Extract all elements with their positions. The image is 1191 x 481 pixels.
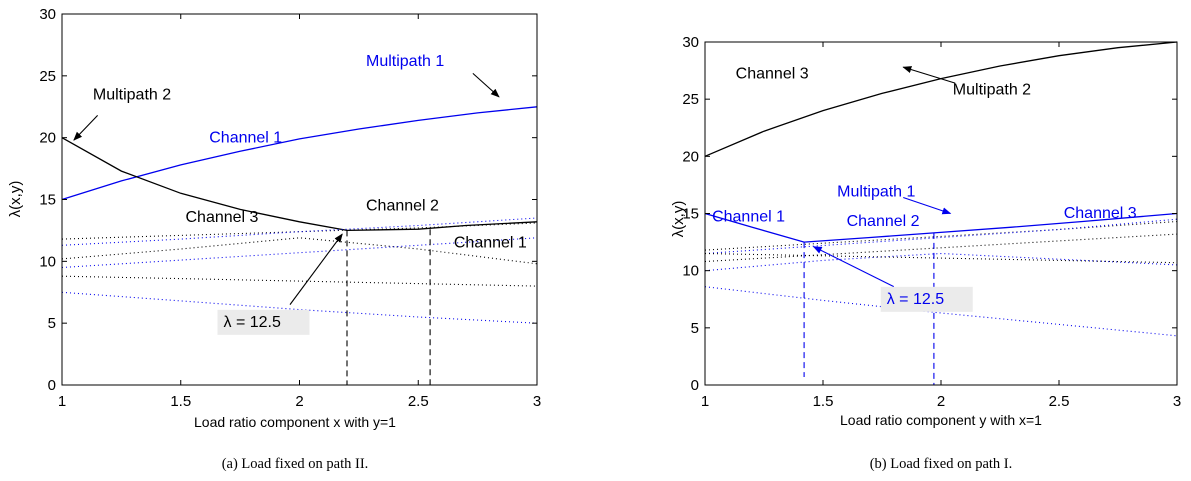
x-tick-label-b-1: 1.5	[813, 393, 834, 410]
x-tick-label-b-2: 2	[937, 393, 945, 410]
series-line-b-5	[704, 252, 1178, 272]
annotation-arrow-a-1	[73, 115, 99, 141]
y-tick-label-a-2: 10	[39, 253, 56, 270]
y-tick-label-b-0: 0	[691, 377, 699, 394]
caption-a: (a) Load fixed on path II.	[222, 456, 369, 472]
series-line-b-6	[704, 252, 1178, 264]
annotation-label-b-6: λ = 12.5	[887, 291, 944, 308]
series-line-a-6	[61, 275, 538, 287]
y-tick-label-b-2: 10	[682, 263, 699, 280]
ylabel-b: λ(x,y)	[670, 201, 687, 238]
x-tick-label-b-3: 2.5	[1049, 393, 1070, 410]
y-tick-label-b-5: 25	[682, 91, 699, 108]
y-tick-label-a-4: 20	[39, 130, 56, 147]
annotation-arrow-b-1	[903, 196, 952, 215]
annotation-label-b-2: Multipath 1	[837, 183, 915, 200]
series-line-a-5	[61, 237, 538, 269]
x-tick-label-b-0: 1	[701, 393, 709, 410]
ylabel-a: λ(x,y)	[7, 181, 24, 218]
y-tick-label-a-3: 15	[39, 192, 56, 209]
caption-b: (b) Load fixed on path I.	[870, 456, 1013, 472]
x-tick-label-b-4: 3	[1173, 393, 1181, 410]
annotation-arrow-b-2	[812, 246, 895, 288]
chart-b: λ(x,y) Load ratio component y with x=1 (…	[670, 34, 1181, 472]
x-tick-label-a-3: 2.5	[408, 393, 429, 410]
y-tick-label-b-1: 5	[691, 320, 699, 337]
y-tick-label-b-4: 20	[682, 148, 699, 165]
series-line-a-0	[61, 106, 538, 201]
annotation-label-a-5: Channel 1	[454, 235, 527, 252]
y-tick-label-b-3: 15	[682, 206, 699, 223]
xlabel-a: Load ratio component x with y=1	[194, 414, 396, 430]
annotation-label-a-6: λ = 12.5	[224, 314, 281, 331]
chart-a: λ(x,y) Load ratio component x with y=1 (…	[7, 6, 541, 472]
annotation-label-a-1: Multipath 2	[93, 86, 171, 103]
x-tick-label-a-4: 3	[533, 393, 541, 410]
y-tick-label-a-5: 25	[39, 68, 56, 85]
annotation-label-b-5: Channel 3	[1064, 205, 1137, 222]
series-line-a-2	[61, 222, 538, 240]
series-line-a-7	[61, 291, 538, 324]
y-tick-label-a-0: 0	[48, 377, 56, 394]
series-line-b-0	[704, 41, 1178, 157]
annotation-arrow-b-0	[902, 66, 956, 84]
annotation-box-a-6	[217, 309, 310, 335]
annotation-label-b-0: Channel 3	[736, 66, 809, 83]
annotation-arrow-a-0	[472, 72, 500, 98]
series-line-b-1	[704, 212, 1178, 243]
y-tick-label-a-6: 30	[39, 6, 56, 23]
annotation-label-a-2: Channel 1	[209, 130, 282, 147]
series-line-b-2	[704, 220, 1178, 251]
annotation-arrow-a-2	[289, 233, 343, 305]
y-tick-label-a-1: 5	[48, 315, 56, 332]
annotation-label-a-3: Channel 3	[186, 209, 259, 226]
x-tick-label-a-1: 1.5	[170, 393, 191, 410]
series-line-a-3	[61, 217, 538, 246]
series-line-b-4	[704, 233, 1178, 263]
x-tick-label-a-0: 1	[58, 393, 66, 410]
annotation-label-a-0: Multipath 1	[366, 53, 444, 70]
series-line-a-1	[61, 137, 538, 232]
annotation-label-b-1: Multipath 2	[953, 82, 1031, 99]
annotation-box-b-6	[880, 286, 973, 312]
y-tick-label-b-6: 30	[682, 34, 699, 51]
x-tick-label-a-2: 2	[295, 393, 303, 410]
annotation-label-b-3: Channel 1	[712, 209, 785, 226]
series-line-b-3	[704, 218, 1178, 255]
xlabel-b: Load ratio component y with x=1	[840, 412, 1042, 428]
annotation-label-b-4: Channel 2	[847, 213, 920, 230]
annotation-label-a-4: Channel 2	[366, 198, 439, 215]
